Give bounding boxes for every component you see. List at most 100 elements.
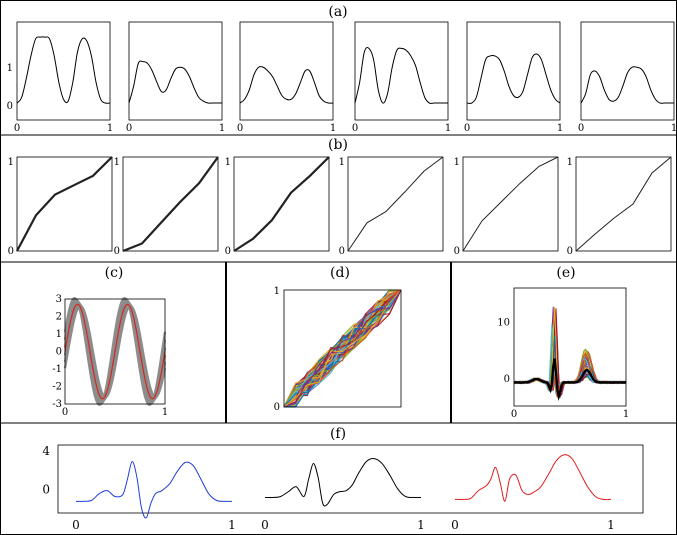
panel-e-curve-12 bbox=[513, 322, 627, 397]
panel-label-c: (c) bbox=[105, 265, 124, 281]
panel-b-ytick-0-6: 0 bbox=[567, 246, 573, 257]
panel-c-red-curve bbox=[64, 303, 166, 400]
panel-e-curve-4 bbox=[513, 355, 627, 396]
panel-a-xtick-0-3: 0 bbox=[237, 123, 243, 134]
panel-c-axes bbox=[64, 298, 166, 405]
panel-label-b: (b) bbox=[328, 137, 348, 153]
panel-b-ytick-1-1: 1 bbox=[8, 157, 14, 168]
panel-a-ytick-0: 0 bbox=[7, 101, 13, 112]
panel-d-curve-57 bbox=[283, 289, 402, 408]
panel-e-curve-40 bbox=[513, 327, 627, 399]
panel-a-axes-4 bbox=[354, 21, 449, 121]
panel-c-xtick-0: 0 bbox=[62, 407, 68, 418]
panel-e-ytick-10: 10 bbox=[497, 318, 510, 329]
panel-a-axes-1 bbox=[16, 21, 111, 121]
panel-c-xtick-1: 1 bbox=[162, 407, 168, 418]
panel-a-xtick-1-5: 1 bbox=[557, 123, 563, 134]
panel-d-axes bbox=[283, 289, 402, 408]
panel-e-mean-curve bbox=[514, 358, 626, 401]
panel-a-xtick-1-4: 1 bbox=[445, 123, 451, 134]
panel-label-d: (d) bbox=[330, 265, 350, 281]
panel-a-curve-2 bbox=[128, 60, 222, 104]
panel-f-axes bbox=[57, 444, 644, 514]
panel-c-ytick-0: 3 bbox=[56, 294, 62, 305]
panel-e-curve-23 bbox=[513, 333, 627, 397]
panel-b-ytick-1-5: 1 bbox=[454, 157, 460, 168]
panel-a-xtick-1-6: 1 bbox=[671, 123, 677, 134]
panel-b-curve-2 bbox=[122, 156, 219, 253]
panel-e-curve-25 bbox=[513, 350, 627, 398]
panel-f-xtick-6: 1 bbox=[607, 518, 615, 532]
panel-e-curve-15 bbox=[513, 345, 627, 397]
panel-d-curve-60 bbox=[283, 289, 402, 408]
panel-a-curve-6 bbox=[580, 66, 674, 104]
panel-a-axes-6 bbox=[580, 21, 675, 121]
panel-a-axes-5 bbox=[466, 21, 561, 121]
panel-b-ytick-1-2: 1 bbox=[114, 157, 120, 168]
panel-b-ytick-1-3: 1 bbox=[225, 157, 231, 168]
panel-b-curve-4 bbox=[347, 156, 444, 252]
panel-a-xtick-0-5: 0 bbox=[464, 123, 470, 134]
panel-f-ytick-0: 0 bbox=[42, 483, 50, 497]
panel-e-curve-13 bbox=[513, 329, 627, 397]
panel-e-curve-17 bbox=[513, 356, 627, 398]
panel-e-curve-8 bbox=[513, 353, 627, 396]
panel-a-xtick-0-1: 0 bbox=[14, 123, 20, 134]
panel-e-curve-43 bbox=[513, 335, 627, 398]
panel-e-curve-26 bbox=[513, 351, 627, 396]
panel-f-curve-3 bbox=[454, 454, 612, 502]
panel-c-ytick-2: 1 bbox=[56, 329, 62, 340]
panel-e-curve-22 bbox=[513, 324, 627, 398]
panel-a-xtick-1-1: 1 bbox=[107, 123, 113, 134]
panel-d-curve-bundle bbox=[283, 289, 402, 408]
panel-e-curve-1 bbox=[513, 323, 627, 396]
panel-b-axes-3 bbox=[233, 156, 330, 252]
panel-a-ytick-1: 1 bbox=[7, 63, 13, 74]
panel-a-axes-2 bbox=[128, 21, 223, 121]
panel-label-f: (f) bbox=[330, 426, 346, 442]
panel-b-ytick-0-4: 0 bbox=[339, 246, 345, 257]
panel-c-ytick-1: 2 bbox=[56, 312, 62, 323]
panel-b-curve-5 bbox=[462, 156, 559, 252]
panel-a-xtick-1-2: 1 bbox=[219, 123, 225, 134]
panel-b-ytick-0-1: 0 bbox=[8, 246, 14, 257]
panel-f-ytick-4: 4 bbox=[42, 444, 50, 458]
panel-e-curve-3 bbox=[513, 358, 627, 398]
panel-a-xtick-0-6: 0 bbox=[578, 123, 584, 134]
panel-e-curve-42 bbox=[513, 315, 627, 397]
panel-e-curve-34 bbox=[513, 347, 627, 396]
panel-a-xtick-0-4: 0 bbox=[352, 123, 358, 134]
panel-f-xtick-5: 0 bbox=[451, 518, 459, 532]
panel-e-curve-37 bbox=[513, 355, 627, 398]
panel-e-curve-bundle bbox=[513, 306, 627, 399]
panel-f-curve-1 bbox=[75, 461, 233, 519]
panel-d-ytick-0: 0 bbox=[274, 402, 280, 413]
panel-a-curve-3 bbox=[239, 66, 334, 104]
panel-e-curve-20 bbox=[513, 325, 627, 397]
panel-a-curve-1 bbox=[16, 36, 111, 104]
panel-d-ytick-1: 1 bbox=[274, 286, 280, 297]
panel-e-curve-38 bbox=[513, 327, 627, 397]
panel-f-xtick-4: 1 bbox=[417, 518, 425, 532]
panel-a-curve-5 bbox=[466, 53, 561, 104]
panel-b-ytick-0-3: 0 bbox=[225, 246, 231, 257]
panel-c-ytick-5: -2 bbox=[52, 382, 62, 393]
panel-b-curve-3 bbox=[233, 156, 330, 252]
panel-label-e: (e) bbox=[556, 265, 575, 281]
panel-f-xtick-3: 0 bbox=[261, 518, 269, 532]
panel-b-axes-5 bbox=[462, 156, 559, 252]
panel-b-axes-2 bbox=[122, 156, 219, 252]
panel-a-axes-3 bbox=[239, 21, 334, 121]
panel-e-curve-16 bbox=[513, 358, 627, 397]
panel-f-xtick-2: 1 bbox=[228, 518, 236, 532]
panel-e-curve-24 bbox=[513, 343, 627, 397]
panel-e-xtick-1: 1 bbox=[623, 409, 629, 420]
panel-b-curve-1 bbox=[16, 156, 113, 252]
panel-e-curve-41 bbox=[513, 323, 627, 396]
panel-c-ytick-3: 0 bbox=[56, 347, 62, 358]
panel-e-curve-36 bbox=[513, 324, 627, 396]
panel-e-curve-44 bbox=[513, 353, 627, 398]
panel-d-curve-50 bbox=[283, 289, 402, 408]
panel-b-axes-4 bbox=[347, 156, 444, 252]
